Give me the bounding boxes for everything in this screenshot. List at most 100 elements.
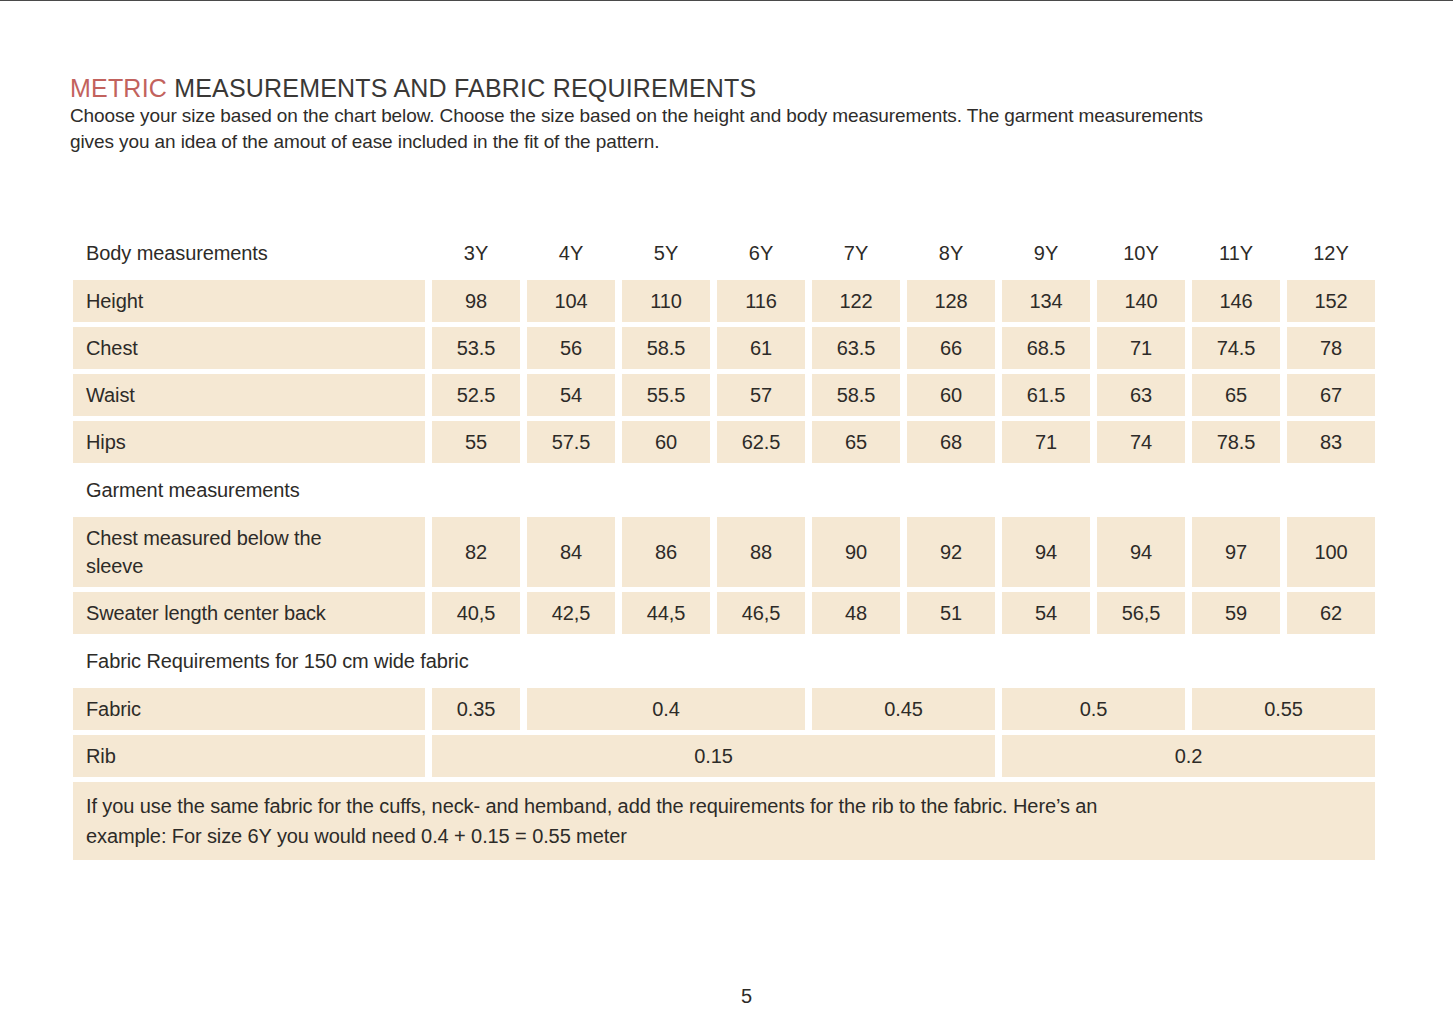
cell-value: 94 xyxy=(1002,517,1090,587)
cell-value: 86 xyxy=(622,517,710,587)
table-row-hips: Hips 55 57.5 60 62.5 65 68 71 74 78.5 83 xyxy=(73,421,1375,463)
table-row-note: If you use the same fabric for the cuffs… xyxy=(73,782,1375,860)
cell-value: 0.55 xyxy=(1192,688,1375,730)
cell-value: 71 xyxy=(1097,327,1185,369)
cell-value: 78.5 xyxy=(1192,421,1280,463)
cell-value: 100 xyxy=(1287,517,1375,587)
row-label: Fabric xyxy=(73,688,425,730)
cell-value: 104 xyxy=(527,280,615,322)
table-header-row: Body measurements 3Y 4Y 5Y 6Y 7Y 8Y 9Y 1… xyxy=(73,231,1375,275)
cell-value: 53.5 xyxy=(432,327,520,369)
cell-value: 65 xyxy=(812,421,900,463)
cell-value: 58.5 xyxy=(622,327,710,369)
cell-value: 55.5 xyxy=(622,374,710,416)
page-title: METRIC MEASUREMENTS AND FABRIC REQUIREME… xyxy=(70,74,756,103)
cell-value: 74 xyxy=(1097,421,1185,463)
section-row-fabric: Fabric Requirements for 150 cm wide fabr… xyxy=(73,639,1375,683)
cell-value: 46,5 xyxy=(717,592,805,634)
cell-value: 82 xyxy=(432,517,520,587)
cell-value: 67 xyxy=(1287,374,1375,416)
cell-value: 152 xyxy=(1287,280,1375,322)
cell-value: 128 xyxy=(907,280,995,322)
cell-value: 74.5 xyxy=(1192,327,1280,369)
cell-value: 56,5 xyxy=(1097,592,1185,634)
size-header-8y: 8Y xyxy=(907,231,995,275)
fabric-note-line1: If you use the same fabric for the cuffs… xyxy=(86,791,1359,821)
size-header-11y: 11Y xyxy=(1192,231,1280,275)
page-title-rest: MEASUREMENTS AND FABRIC REQUIREMENTS xyxy=(174,74,756,102)
row-label: Sweater length center back xyxy=(73,592,425,634)
cell-value: 0.2 xyxy=(1002,735,1375,777)
page-subtitle: Choose your size based on the chart belo… xyxy=(70,103,1400,155)
size-header-10y: 10Y xyxy=(1097,231,1185,275)
size-header-7y: 7Y xyxy=(812,231,900,275)
cell-value: 54 xyxy=(527,374,615,416)
cell-value: 61 xyxy=(717,327,805,369)
cell-value: 60 xyxy=(907,374,995,416)
fabric-note: If you use the same fabric for the cuffs… xyxy=(73,782,1375,860)
size-header-3y: 3Y xyxy=(432,231,520,275)
cell-value: 122 xyxy=(812,280,900,322)
cell-value: 65 xyxy=(1192,374,1280,416)
row-label: Height xyxy=(73,280,425,322)
cell-value: 116 xyxy=(717,280,805,322)
cell-value: 0.35 xyxy=(432,688,520,730)
page-subtitle-line1: Choose your size based on the chart belo… xyxy=(70,103,1400,129)
cell-value: 98 xyxy=(432,280,520,322)
size-header-12y: 12Y xyxy=(1287,231,1375,275)
page-title-accent: METRIC xyxy=(70,74,167,102)
cell-value: 62 xyxy=(1287,592,1375,634)
cell-value: 61.5 xyxy=(1002,374,1090,416)
table-row-height: Height 98 104 110 116 122 128 134 140 14… xyxy=(73,280,1375,322)
cell-value: 84 xyxy=(527,517,615,587)
cell-value: 57 xyxy=(717,374,805,416)
cell-value: 54 xyxy=(1002,592,1090,634)
cell-value: 78 xyxy=(1287,327,1375,369)
row-label: Rib xyxy=(73,735,425,777)
page-number: 5 xyxy=(0,985,1453,1008)
cell-value: 140 xyxy=(1097,280,1185,322)
cell-value: 110 xyxy=(622,280,710,322)
cell-value: 40,5 xyxy=(432,592,520,634)
cell-value: 0.15 xyxy=(432,735,995,777)
cell-value: 48 xyxy=(812,592,900,634)
size-header-5y: 5Y xyxy=(622,231,710,275)
cell-value: 44,5 xyxy=(622,592,710,634)
cell-value: 66 xyxy=(907,327,995,369)
cell-value: 62.5 xyxy=(717,421,805,463)
cell-value: 58.5 xyxy=(812,374,900,416)
cell-value: 63.5 xyxy=(812,327,900,369)
cell-value: 55 xyxy=(432,421,520,463)
cell-value: 0.45 xyxy=(812,688,995,730)
cell-value: 97 xyxy=(1192,517,1280,587)
row-label-text: Chest measured below the sleeve xyxy=(86,524,366,580)
cell-value: 71 xyxy=(1002,421,1090,463)
fabric-section-label: Fabric Requirements for 150 cm wide fabr… xyxy=(73,639,1375,683)
row-label: Waist xyxy=(73,374,425,416)
cell-value: 59 xyxy=(1192,592,1280,634)
cell-value: 51 xyxy=(907,592,995,634)
size-header-6y: 6Y xyxy=(717,231,805,275)
table-row-chest-below-sleeve: Chest measured below the sleeve 82 84 86… xyxy=(73,517,1375,587)
table-row-sweater-length: Sweater length center back 40,5 42,5 44,… xyxy=(73,592,1375,634)
cell-value: 56 xyxy=(527,327,615,369)
row-label: Hips xyxy=(73,421,425,463)
cell-value: 92 xyxy=(907,517,995,587)
cell-value: 68.5 xyxy=(1002,327,1090,369)
row-label: Chest measured below the sleeve xyxy=(73,517,425,587)
table-row-waist: Waist 52.5 54 55.5 57 58.5 60 61.5 63 65… xyxy=(73,374,1375,416)
cell-value: 146 xyxy=(1192,280,1280,322)
header-body-measurements: Body measurements xyxy=(73,231,425,275)
cell-value: 0.5 xyxy=(1002,688,1185,730)
cell-value: 134 xyxy=(1002,280,1090,322)
garment-section-label: Garment measurements xyxy=(73,468,1375,512)
row-label: Chest xyxy=(73,327,425,369)
cell-value: 63 xyxy=(1097,374,1185,416)
size-header-4y: 4Y xyxy=(527,231,615,275)
cell-value: 90 xyxy=(812,517,900,587)
measurements-table: Body measurements 3Y 4Y 5Y 6Y 7Y 8Y 9Y 1… xyxy=(66,226,1382,865)
section-row-garment: Garment measurements xyxy=(73,468,1375,512)
cell-value: 60 xyxy=(622,421,710,463)
cell-value: 83 xyxy=(1287,421,1375,463)
cell-value: 52.5 xyxy=(432,374,520,416)
